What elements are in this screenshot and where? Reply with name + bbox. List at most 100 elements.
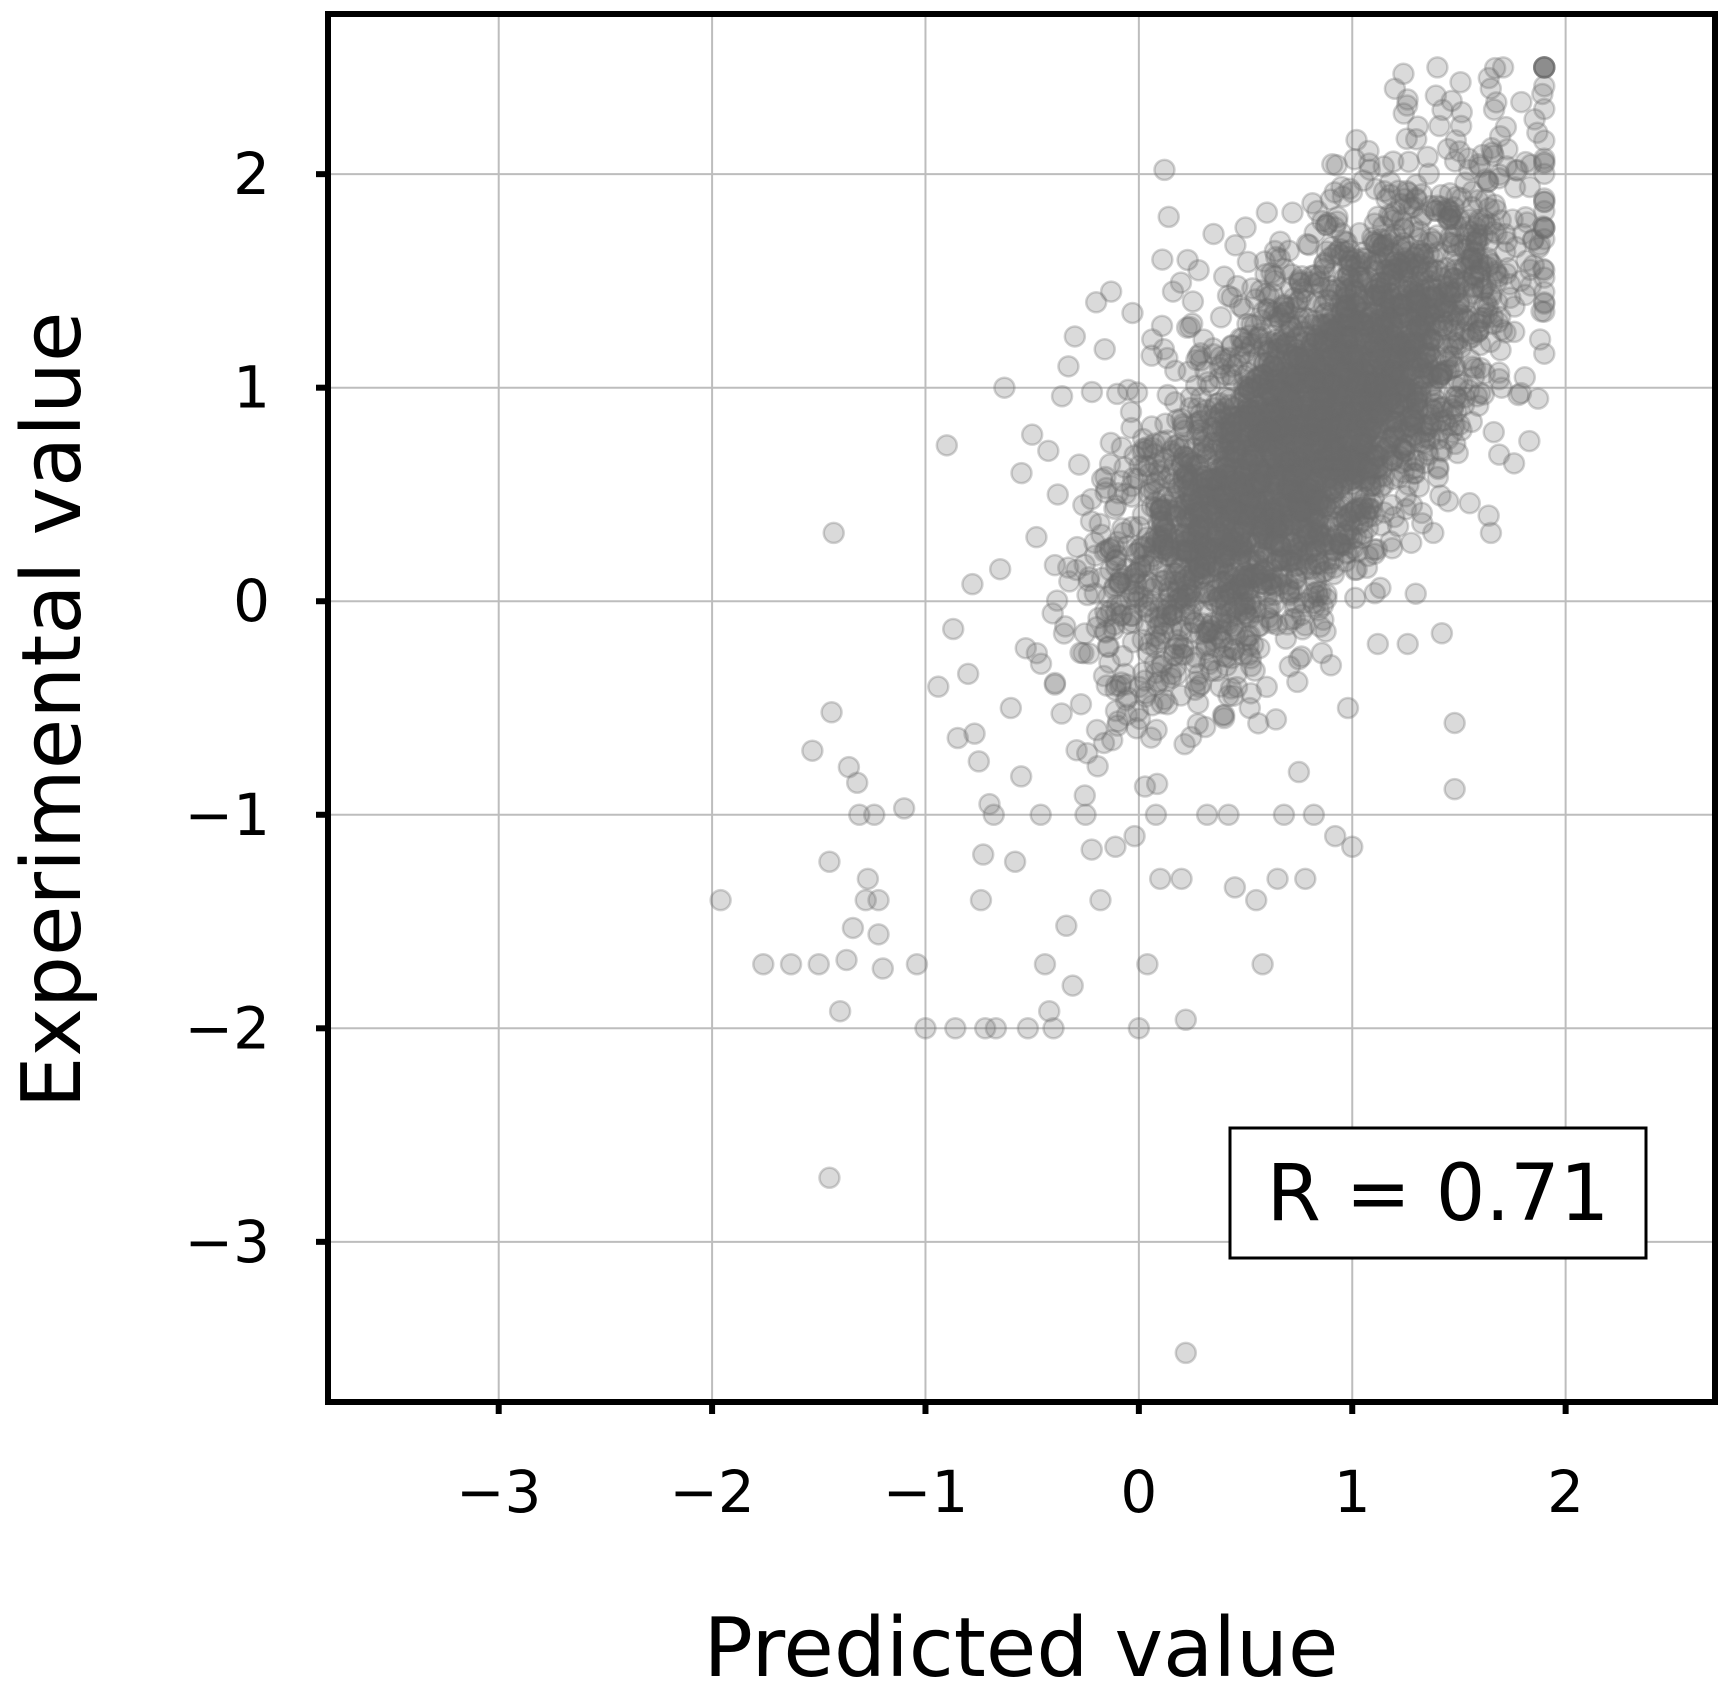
scatter-point-generated-161	[1431, 308, 1454, 332]
scatter-point-generated-3327	[1258, 596, 1282, 620]
scatter-point-generated-252	[1467, 211, 1491, 234]
scatter-point-generated-172	[1263, 575, 1287, 598]
scatter-point-46	[1033, 952, 1057, 976]
scatter-point-generated-426	[1212, 422, 1235, 445]
scatter-point-generated-288	[1311, 456, 1334, 479]
scatter-point-generated-74	[1291, 421, 1314, 445]
scatter-point-generated-126	[1350, 310, 1374, 333]
scatter-point-generated-3412	[1277, 239, 1301, 263]
scatter-point-generated-186	[1232, 407, 1256, 431]
scatter-point-generated-185	[1304, 454, 1328, 477]
scatter-point-generated-270	[1409, 270, 1433, 294]
scatter-point-generated-432	[1200, 588, 1224, 612]
scatter-point-generated-3355	[1471, 279, 1494, 302]
scatter-point-generated-3470	[1401, 409, 1425, 433]
scatter-point-generated-43	[1374, 293, 1397, 316]
scatter-point-generated-3232	[1479, 330, 1502, 354]
scatter-point-generated-3375	[1277, 387, 1300, 410]
scatter-point-generated-104	[1435, 318, 1459, 342]
scatter-point-generated-2672	[1352, 169, 1375, 192]
scatter-point-generated-93	[1193, 715, 1217, 739]
scatter-point-generated-497	[1277, 311, 1301, 335]
scatter-point-generated-388	[1360, 474, 1383, 498]
scatter-point-generated-2262	[1533, 190, 1556, 214]
scatter-point-generated-226	[1292, 538, 1315, 562]
scatter-point-generated-370	[1392, 258, 1416, 282]
scatter-point-generated-271	[1179, 584, 1203, 608]
scatter-point-generated-3495	[1356, 351, 1380, 375]
scatter-point-102	[1311, 209, 1334, 233]
scatter-point-generated-504	[1403, 310, 1427, 333]
scatter-point-generated-548	[1338, 393, 1361, 417]
scatter-point-generated-440	[1133, 554, 1156, 578]
scatter-point-generated-3	[1461, 282, 1485, 306]
scatter-point-generated-3380	[1188, 566, 1212, 590]
scatter-point-generated-371	[1182, 530, 1205, 554]
scatter-point-15	[856, 867, 880, 891]
scatter-point-generated-277	[1397, 193, 1421, 216]
scatter-point-generated-403	[1315, 460, 1339, 483]
scatter-point-43	[1020, 423, 1044, 446]
scatter-point-generated-3282	[1533, 56, 1556, 79]
scatter-point-generated-471	[1272, 513, 1296, 537]
scatter-point-generated-57	[1419, 194, 1442, 218]
scatter-point-generated-64	[1252, 363, 1276, 387]
scatter-point-generated-196	[1375, 331, 1398, 355]
scatter-point-generated-512	[1104, 601, 1128, 625]
scatter-point-generated-499	[1378, 269, 1402, 292]
scatter-point-103	[1319, 654, 1343, 677]
scatter-point-generated-2217	[1025, 641, 1049, 665]
scatter-point-generated-470	[1170, 543, 1193, 566]
scatter-point-generated-240	[1310, 495, 1333, 518]
scatter-point-generated-114	[1255, 584, 1279, 608]
scatter-point-generated-3497	[1212, 486, 1236, 509]
scatter-point-generated-384	[1271, 491, 1294, 514]
scatter-point-generated-26	[1319, 318, 1342, 342]
scatter-point-28	[961, 572, 984, 596]
scatter-point-generated-3460	[1281, 349, 1304, 372]
scatter-point-generated-3211	[1325, 278, 1348, 301]
scatter-point-7	[820, 701, 843, 724]
scatter-point-generated-223	[1278, 447, 1302, 471]
x-tick-label-1: −2	[669, 1458, 755, 1526]
scatter-point-generated-250	[1246, 424, 1270, 448]
scatter-point-generated-307	[1300, 313, 1323, 337]
scatter-point-generated-281	[1346, 442, 1370, 466]
scatter-point-generated-184	[1405, 285, 1429, 308]
scatter-point-generated-444	[1377, 377, 1401, 400]
scatter-point-generated-540	[1393, 380, 1417, 403]
scatter-point-generated-148	[1342, 455, 1365, 479]
scatter-point-109	[1351, 397, 1375, 421]
scatter-point-generated-2945	[837, 755, 861, 779]
scatter-point-57	[1074, 803, 1097, 827]
scatter-point-136	[1528, 233, 1552, 256]
scatter-point-generated-227	[1223, 495, 1246, 518]
scatter-point-generated-91	[1187, 554, 1210, 578]
scatter-point-94	[1255, 201, 1279, 224]
scatter-point-generated-522	[1394, 334, 1417, 358]
scatter-point-generated-532	[1276, 411, 1300, 435]
scatter-point-84	[1195, 803, 1219, 827]
scatter-point-generated-2330	[1086, 755, 1109, 778]
scatter-point-generated-83	[1388, 292, 1412, 316]
scatter-point-generated-311	[1332, 267, 1356, 290]
scatter-point-generated-214	[1336, 369, 1360, 393]
scatter-point-generated-56	[1396, 235, 1419, 258]
scatter-point-64	[1110, 436, 1134, 459]
scatter-point-generated-1331	[971, 843, 995, 866]
scatter-point-generated-23	[1256, 421, 1280, 445]
scatter-point-generated-107	[1313, 495, 1337, 518]
scatter-point-generated-362	[1476, 295, 1500, 319]
scatter-point-generated-558	[1237, 491, 1260, 515]
scatter-point-88	[1217, 803, 1240, 827]
scatter-point-generated-292	[1330, 533, 1353, 557]
scatter-point-generated-313	[1335, 504, 1358, 528]
scatter-point-generated-2307	[1488, 124, 1512, 148]
scatter-point-generated-350	[1321, 394, 1344, 417]
scatter-point-generated-1	[1334, 442, 1357, 465]
scatter-point-generated-1126	[1395, 94, 1419, 117]
scatter-point-generated-2710	[1150, 692, 1173, 715]
scatter-point-generated-554	[1202, 438, 1226, 462]
scatter-point-generated-182	[1314, 363, 1337, 386]
